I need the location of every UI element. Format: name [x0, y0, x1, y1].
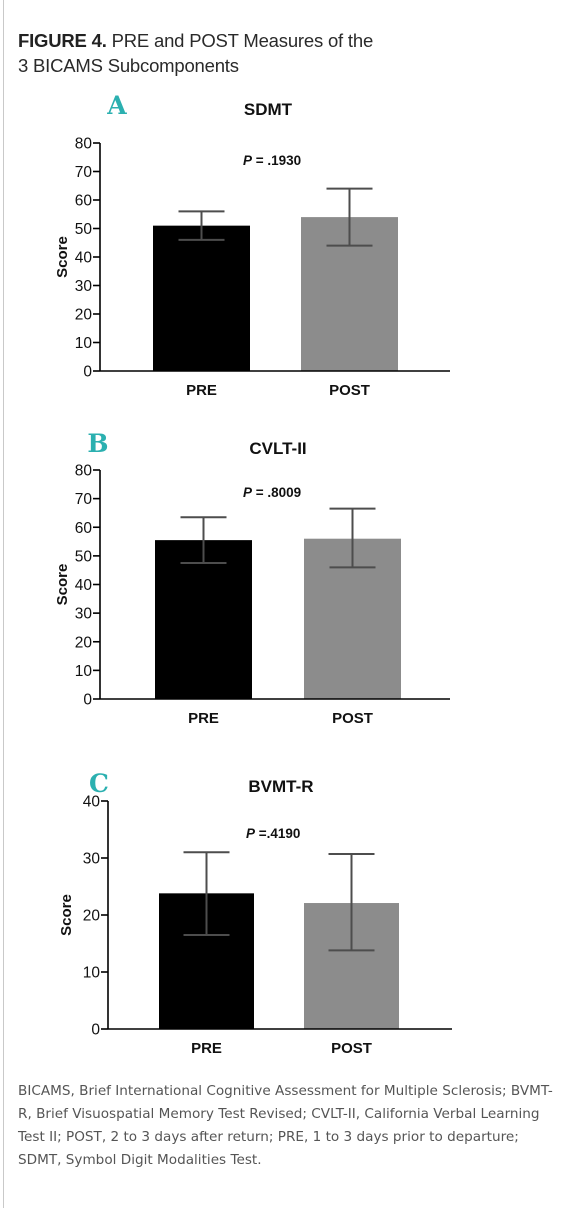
- p-value: = .1930: [252, 153, 301, 168]
- error-bar-post: [326, 187, 373, 247]
- figure-title: FIGURE 4. PRE and POST Measures of the 3…: [18, 28, 558, 78]
- y-tick-label: 40: [75, 577, 93, 594]
- y-tick-label: 30: [75, 606, 93, 623]
- y-tick-label: 40: [83, 794, 101, 811]
- figure-caption: BICAMS, Brief International Cognitive As…: [18, 1083, 553, 1168]
- y-axis-label: Score: [58, 894, 75, 936]
- y-tick-label: 70: [75, 491, 93, 508]
- left-border-rule: [3, 0, 4, 1208]
- y-tick-label: 20: [75, 307, 93, 324]
- x-tick-label-post: POST: [329, 382, 370, 399]
- figure-title-line2: 3 BICAMS Subcomponents: [18, 55, 239, 76]
- bar-charts-figure: A SDMT P = .1930 0 10 20 30 40 50 60 70 80 PRE POST Sc…: [54, 91, 452, 1057]
- y-tick-label: 60: [75, 193, 93, 210]
- p-value: = .8009: [252, 485, 301, 500]
- p-symbol: P: [243, 485, 253, 500]
- y-tick-label: 0: [83, 692, 92, 709]
- x-tick-label-pre: PRE: [191, 1040, 222, 1057]
- x-tick-label-post: POST: [332, 710, 373, 727]
- y-tick-label: 60: [75, 520, 93, 537]
- chart-title: SDMT: [244, 100, 293, 119]
- p-value: =.4190: [255, 826, 300, 841]
- x-tick-label-pre: PRE: [188, 710, 219, 727]
- y-tick-label: 20: [83, 908, 101, 925]
- error-bar-pre: [178, 210, 225, 241]
- x-tick-label-post: POST: [331, 1040, 372, 1057]
- figure-label: FIGURE 4.: [18, 30, 107, 51]
- y-tick-label: 80: [75, 463, 93, 480]
- bar-pre: [153, 225, 250, 371]
- x-tick-label-pre: PRE: [186, 382, 217, 399]
- y-tick-label: 80: [75, 136, 93, 153]
- figure-title-line1: PRE and POST Measures of the: [111, 30, 374, 51]
- panel-letter-b: B: [87, 429, 108, 458]
- panel-letter-a: A: [106, 91, 127, 120]
- chart-title: BVMT-R: [248, 777, 313, 796]
- bar-pre: [155, 540, 252, 699]
- p-value-annotation: P =.4190: [246, 826, 300, 841]
- chart-title: CVLT-II: [249, 439, 306, 458]
- error-bar-post: [329, 507, 376, 569]
- y-tick-label: 10: [75, 335, 93, 352]
- p-symbol: P: [243, 153, 253, 168]
- y-tick-label: 30: [75, 278, 93, 295]
- y-tick-label: 0: [83, 364, 92, 381]
- p-symbol: P: [246, 826, 256, 841]
- y-tick-label: 50: [75, 548, 93, 565]
- y-axis-label: Score: [54, 564, 71, 606]
- error-bar-pre: [183, 851, 230, 936]
- y-tick-label: 0: [91, 1022, 100, 1039]
- p-value-annotation: P = .8009: [243, 485, 301, 500]
- error-bar-pre: [180, 516, 227, 565]
- y-tick-label: 50: [75, 221, 93, 238]
- y-tick-label: 20: [75, 634, 93, 651]
- y-tick-label: 10: [83, 965, 101, 982]
- y-axis-label: Score: [54, 236, 71, 278]
- panel-letter-c: C: [89, 769, 109, 798]
- y-tick-label: 40: [75, 250, 93, 267]
- y-tick-label: 10: [75, 663, 93, 680]
- error-bar-post: [328, 853, 375, 952]
- p-value-annotation: P = .1930: [243, 153, 301, 168]
- y-tick-label: 30: [83, 851, 101, 868]
- y-tick-label: 70: [75, 164, 93, 181]
